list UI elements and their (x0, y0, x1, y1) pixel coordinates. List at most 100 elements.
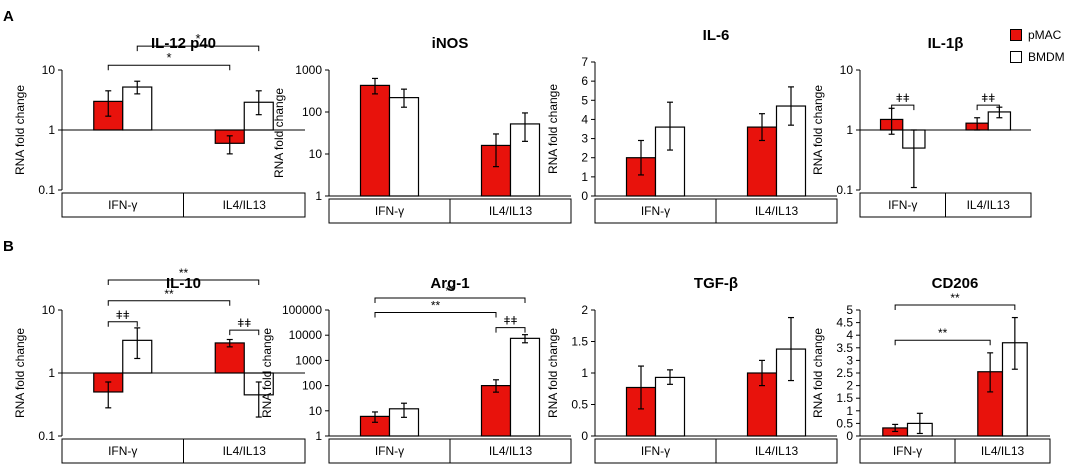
significance-label: ** (445, 284, 455, 298)
category-label: IL4/IL13 (755, 444, 799, 458)
category-label: IFN-γ (375, 444, 404, 458)
y-tick-label: 1 (315, 429, 322, 443)
significance-bracket (894, 304, 1016, 310)
category-label: IL4/IL13 (967, 198, 1011, 212)
y-tick-label: 0 (581, 429, 588, 443)
y-tick-label: 3 (846, 353, 853, 367)
y-tick-label: 0.1 (38, 429, 55, 443)
chart-il1b: IL-1β 0.1 1 10 RNA fold change IFN-γ IL4/IL13 ǂ… (811, 35, 1032, 218)
significance-bracket (374, 297, 526, 303)
significance-label: ** (938, 326, 948, 340)
significance-bracket (107, 64, 231, 71)
significance-bracket (107, 321, 138, 327)
y-tick-label: 5 (846, 303, 853, 317)
y-tick-label: 10 (42, 63, 56, 77)
y-axis-label: RNA fold change (13, 328, 27, 418)
chart-il6: IL-6 0 1 2 3 4 5 6 7 RNA fold change IFN-γ IL4/IL13 (546, 27, 838, 224)
chart-title: IL-6 (703, 27, 730, 44)
y-tick-label: 4 (581, 112, 588, 126)
chart-tgfb: TGF-β 0 0.5 1 1.5 2 RNA fold change IFN-γ IL4/IL… (546, 275, 838, 464)
y-axis-label: RNA fold change (811, 85, 825, 175)
category-label: IFN-γ (108, 444, 137, 458)
y-tick-label: 100000 (282, 303, 322, 317)
panel-label-a: A (3, 8, 14, 25)
y-tick-label: 5 (581, 93, 588, 107)
chart-cd206: CD206 00.511.522.533.544.55 RNA fold chang… (811, 275, 1051, 464)
significance-label: ** (950, 291, 960, 305)
y-tick-label: 10 (309, 147, 323, 161)
chart-title: CD206 (932, 275, 979, 292)
y-tick-label: 2 (846, 379, 853, 393)
significance-bracket (894, 339, 991, 346)
y-tick-label: 10 (840, 63, 854, 77)
significance-bracket (495, 327, 526, 333)
y-tick-label: 7 (581, 55, 588, 69)
significance-bracket (976, 104, 1000, 111)
chart-title: IL-10 (166, 275, 201, 292)
y-tick-label: 3 (581, 132, 588, 146)
chart-inos: iNOS 1 10 100 1000 RNA fold change IFN-γ IL4/IL… (272, 35, 572, 224)
y-axis-label: RNA fold change (272, 88, 286, 178)
chart-title: TGF-β (694, 275, 738, 292)
panel-label-b: B (3, 238, 14, 255)
y-tick-label: 100 (302, 379, 322, 393)
significance-label: ǂǂ (503, 314, 517, 328)
y-tick-label: 1 (581, 170, 588, 184)
bar-pmac (359, 84, 391, 197)
significance-label: ǂǂ (896, 91, 910, 105)
chart-title: iNOS (432, 35, 469, 52)
significance-label: ǂǂ (237, 316, 251, 330)
chart-il10: IL-10 0.1 1 10 RNA fold change IFN-γ IL4/IL13 *… (13, 266, 306, 464)
bar-pmac (480, 385, 512, 437)
y-tick-label: 10 (309, 404, 323, 418)
y-tick-label: 1 (581, 366, 588, 380)
significance-bracket (107, 300, 231, 306)
y-axis-label: RNA fold change (260, 328, 274, 418)
y-tick-label: 0.5 (571, 398, 588, 412)
category-label: IFN-γ (641, 204, 670, 218)
significance-label: ** (179, 266, 189, 280)
category-label: IFN-γ (888, 198, 917, 212)
y-tick-label: 1.5 (571, 335, 588, 349)
significance-bracket (374, 311, 497, 318)
legend-swatch-pmac (1010, 29, 1022, 41)
significance-label: ** (431, 298, 441, 312)
y-tick-label: 0.1 (836, 183, 853, 197)
y-tick-label: 0.1 (38, 183, 55, 197)
legend-label-pmac: pMAC (1028, 28, 1062, 42)
y-tick-label: 4.5 (836, 316, 853, 330)
category-label: IFN-γ (641, 444, 670, 458)
y-tick-label: 2.5 (836, 366, 853, 380)
y-tick-label: 0.5 (836, 416, 853, 430)
y-tick-label: 100 (302, 105, 322, 119)
category-label: IL4/IL13 (489, 204, 533, 218)
y-tick-label: 0 (581, 189, 588, 203)
chart-title: IL-12 p40 (151, 35, 216, 52)
significance-bracket (229, 329, 260, 336)
y-tick-label: 1 (846, 404, 853, 418)
chart-title: IL-1β (928, 35, 964, 52)
y-axis-label: RNA fold change (546, 328, 560, 418)
significance-label: * (166, 50, 171, 65)
y-tick-label: 0 (846, 429, 853, 443)
y-tick-label: 3.5 (836, 341, 853, 355)
significance-bracket (136, 45, 260, 52)
significance-label: ** (164, 287, 174, 301)
y-axis-label: RNA fold change (13, 85, 27, 175)
y-tick-label: 1000 (295, 63, 322, 77)
category-label: IL4/IL13 (489, 444, 533, 458)
significance-bracket (107, 279, 260, 285)
bar-bmdm (388, 97, 420, 197)
y-tick-label: 2 (581, 303, 588, 317)
category-label: IFN-γ (108, 198, 137, 212)
chart-il12: IL-12 p40 0.1 1 10 RNA fold change IFN-γ IL4/I… (13, 31, 306, 218)
category-label: IL4/IL13 (223, 444, 267, 458)
category-label: IFN-γ (893, 444, 922, 458)
category-label: IFN-γ (375, 204, 404, 218)
bar-bmdm (775, 348, 807, 437)
y-tick-label: 6 (581, 74, 588, 88)
y-axis-label: RNA fold change (546, 84, 560, 174)
y-tick-label: 10000 (289, 328, 323, 342)
y-tick-label: 1 (48, 366, 55, 380)
